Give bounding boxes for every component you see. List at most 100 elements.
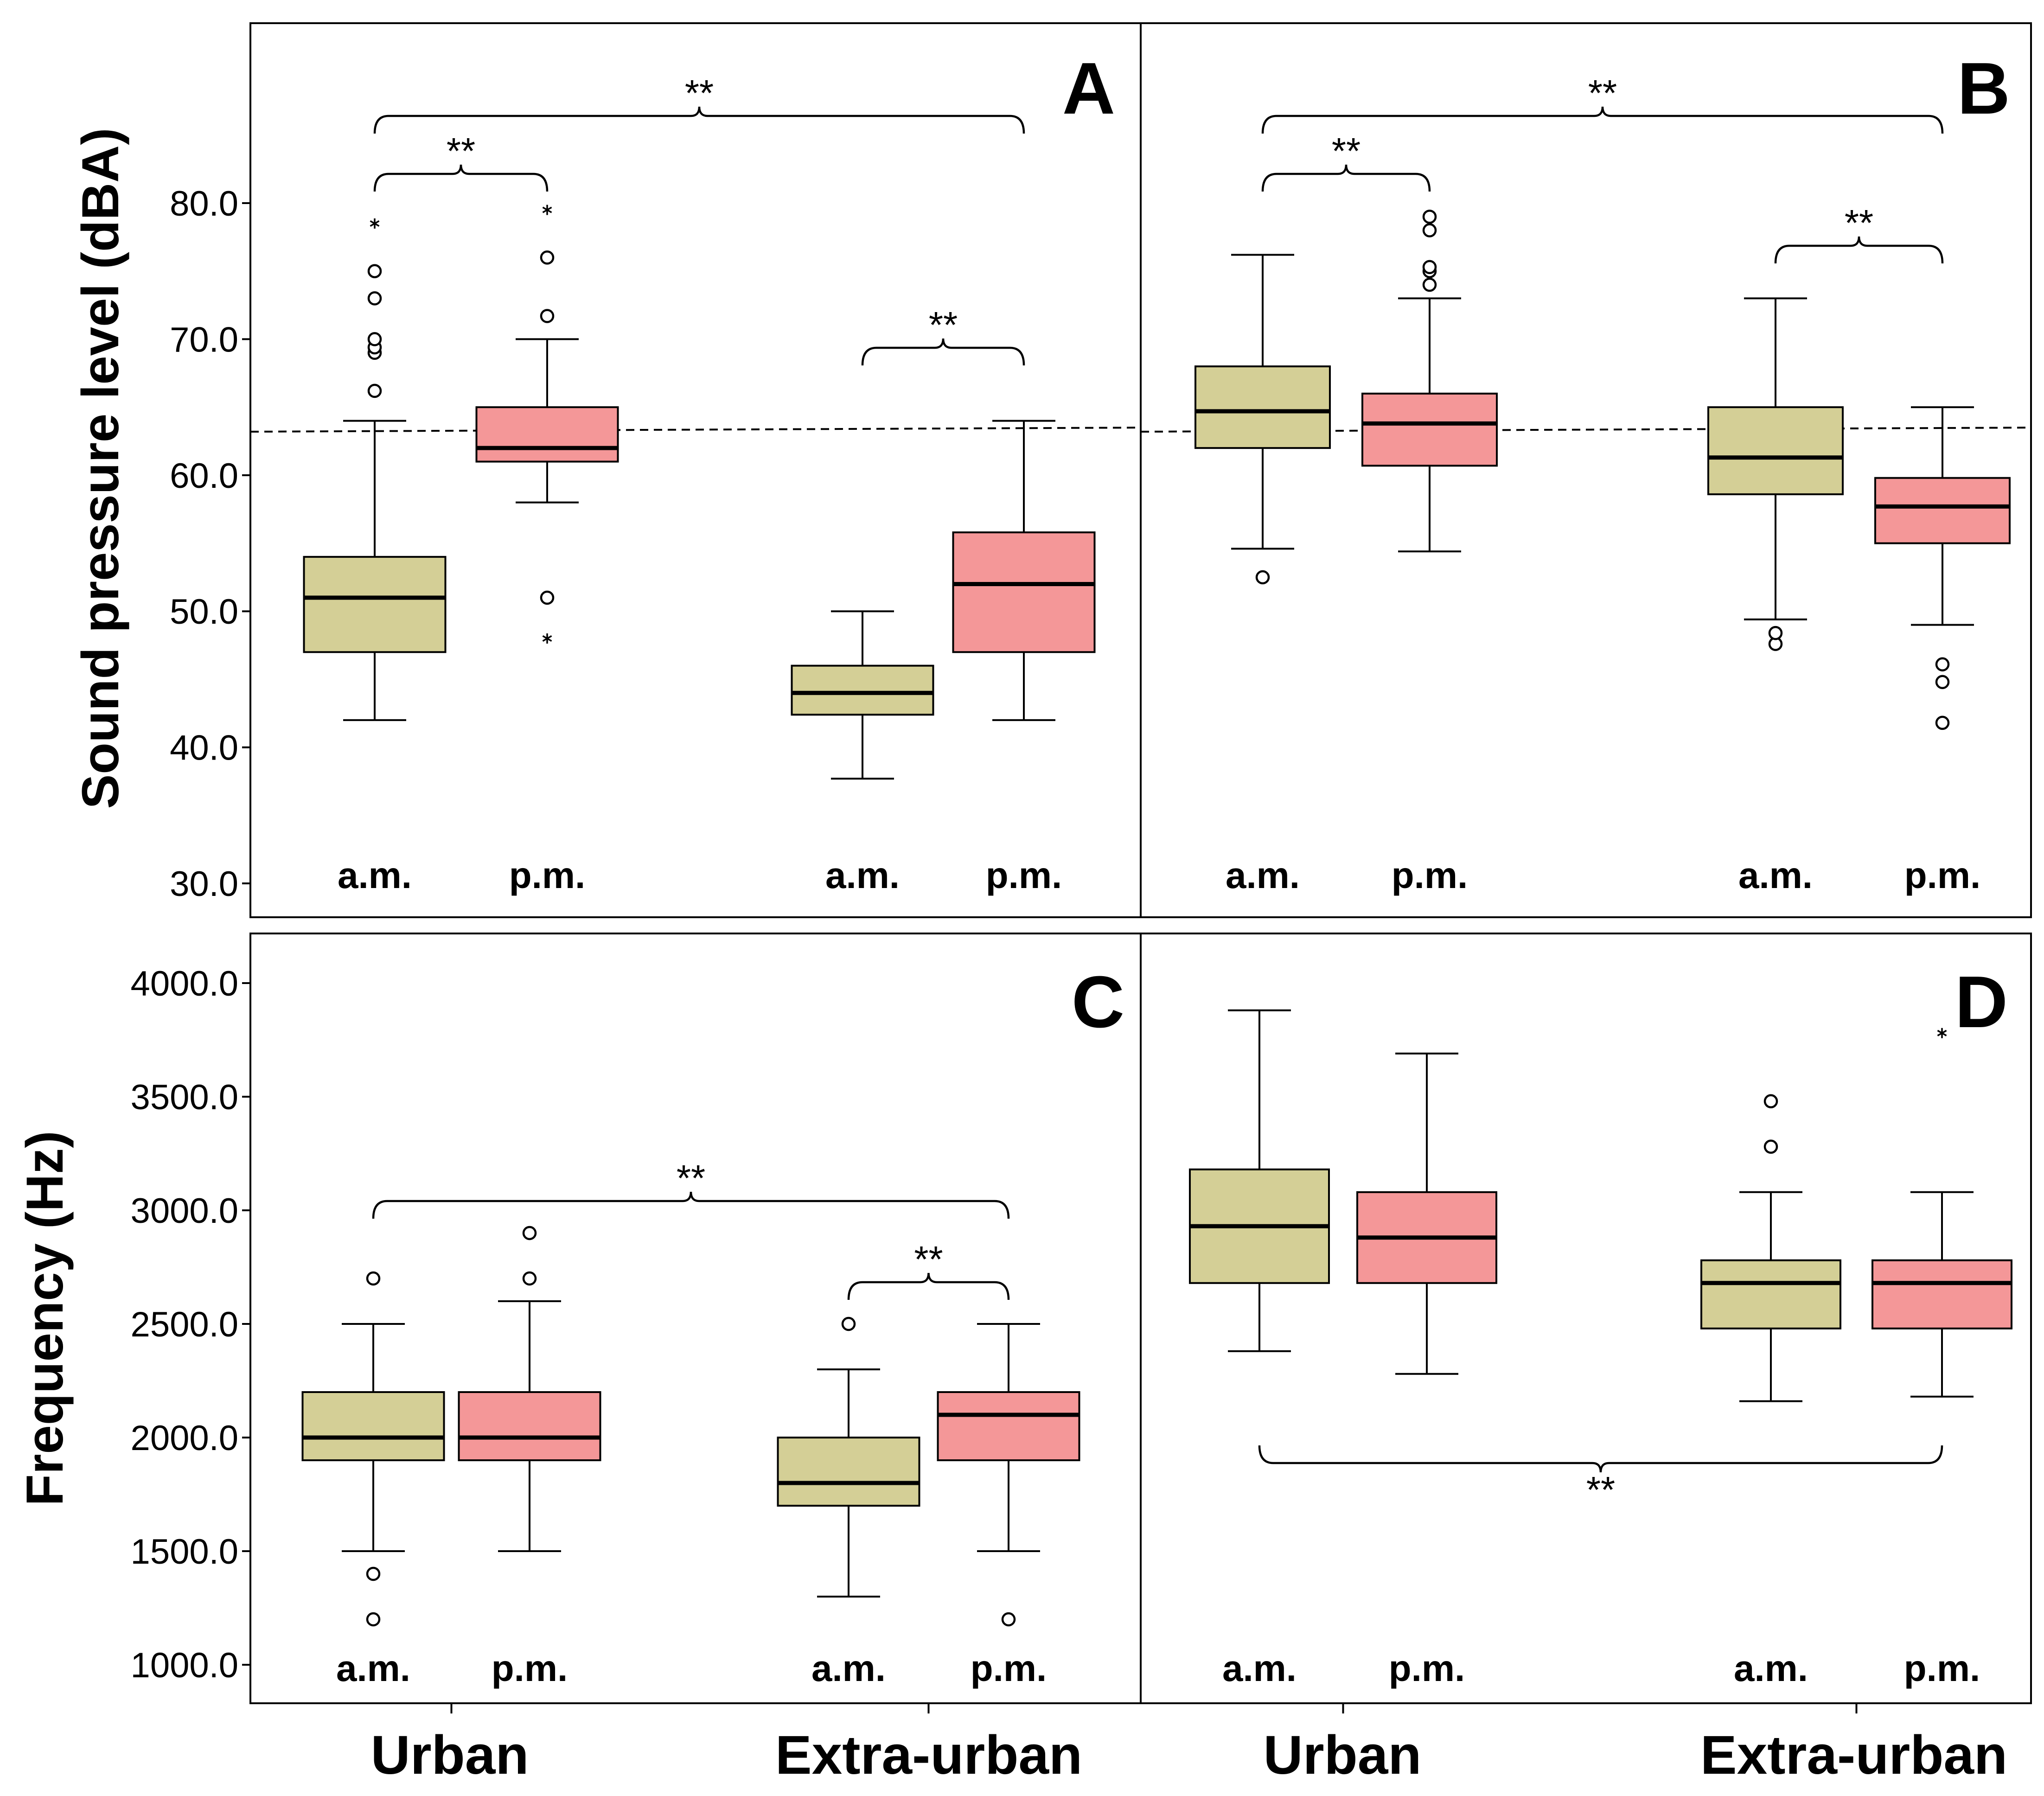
outlier-marker bbox=[366, 1566, 381, 1581]
outlier-marker bbox=[1001, 1612, 1016, 1627]
x-category-label-extra-urban: Extra-urban bbox=[775, 1725, 1082, 1786]
panel-a: 30.0 40.0 50.0 60.0 70.0 80.0 a.m. p.m. a.m. p.m.… bbox=[170, 72, 1141, 904]
period-label: p.m. bbox=[986, 855, 1062, 896]
iqr-box bbox=[791, 665, 934, 716]
significance-label: ** bbox=[447, 130, 475, 172]
outlier-marker bbox=[366, 1271, 381, 1286]
period-label: p.m. bbox=[1389, 1648, 1465, 1689]
panel-b: a.m. p.m. a.m. p.m. ** ** ** bbox=[1140, 72, 2031, 896]
bracket-line bbox=[1258, 1445, 1943, 1473]
outlier-marker bbox=[1935, 675, 1950, 690]
significance-bracket: ** bbox=[1261, 72, 1944, 134]
significance-bracket: ** bbox=[372, 1157, 1010, 1219]
outlier-marker bbox=[540, 309, 555, 323]
panel-a-frame bbox=[249, 22, 1142, 918]
panel-d: a.m. p.m. a.m. p.m. ** bbox=[1189, 1009, 2012, 1713]
y-axis-title-frequency: Frequency (Hz) bbox=[16, 1131, 74, 1506]
y-tick-label: 80.0 bbox=[170, 184, 238, 224]
extreme-outlier-marker bbox=[370, 220, 380, 227]
period-label: p.m. bbox=[971, 1648, 1047, 1689]
significance-bracket: ** bbox=[373, 130, 549, 192]
outlier-marker bbox=[366, 1612, 381, 1627]
y-tick-label: 2500.0 bbox=[131, 1305, 238, 1344]
y-tick-label: 1000.0 bbox=[131, 1646, 238, 1685]
period-label: a.m. bbox=[336, 1648, 410, 1689]
outlier-marker bbox=[522, 1271, 537, 1286]
period-label: p.m. bbox=[1904, 1648, 1980, 1689]
iqr-box bbox=[475, 406, 619, 463]
box-extra-urban-am: a.m. bbox=[777, 1317, 920, 1689]
period-label: p.m. bbox=[1392, 855, 1468, 896]
y-tick-label: 30.0 bbox=[170, 864, 238, 904]
significance-bracket: ** bbox=[847, 1239, 1010, 1300]
significance-bracket: ** bbox=[1774, 202, 1944, 264]
outlier-marker bbox=[540, 250, 555, 265]
outlier-marker bbox=[522, 1226, 537, 1240]
period-label: a.m. bbox=[1734, 1648, 1808, 1689]
panel-letter-d: D bbox=[1955, 961, 2008, 1043]
box-urban-pm: p.m. bbox=[1356, 1052, 1497, 1689]
period-label: a.m. bbox=[338, 855, 412, 896]
outlier-marker bbox=[1763, 1139, 1778, 1154]
reference-line bbox=[250, 427, 1141, 433]
panel-c: 1000.0 1500.0 2000.0 2500.0 3000.0 3500.0 4000… bbox=[131, 964, 1080, 1713]
iqr-box bbox=[1700, 1259, 1841, 1329]
y-tick-label: 3500.0 bbox=[131, 1078, 238, 1117]
x-category-label-urban: Urban bbox=[1264, 1725, 1422, 1786]
panel-d-frame bbox=[1140, 933, 2032, 1704]
bracket-line bbox=[847, 1272, 1010, 1300]
box-extra-urban-pm: p.m. bbox=[937, 1323, 1080, 1689]
panel-letter-b: B bbox=[1957, 48, 2010, 129]
box-extra-urban-am: a.m. bbox=[1707, 297, 1844, 896]
box-urban-am: a.m. bbox=[1189, 1009, 1330, 1689]
bracket-line bbox=[372, 1191, 1010, 1219]
significance-label: ** bbox=[1588, 72, 1617, 114]
box-extra-urban-am: a.m. bbox=[1700, 1094, 1841, 1689]
box-urban-pm: p.m. bbox=[475, 205, 619, 896]
iqr-box bbox=[1194, 365, 1331, 449]
outlier-marker bbox=[1422, 260, 1437, 275]
box-urban-pm: p.m. bbox=[458, 1226, 601, 1689]
outlier-marker bbox=[1763, 1094, 1778, 1109]
outlier-marker bbox=[1422, 223, 1437, 237]
outlier-marker bbox=[1255, 570, 1270, 585]
period-label: a.m. bbox=[1738, 855, 1813, 896]
box-urban-am: a.m. bbox=[303, 218, 447, 896]
iqr-box bbox=[1872, 1259, 2012, 1329]
bracket-line bbox=[1261, 106, 1944, 134]
period-label: a.m. bbox=[811, 1648, 886, 1689]
y-tick-label: 40.0 bbox=[170, 729, 238, 768]
period-label: a.m. bbox=[825, 855, 900, 896]
extreme-outlier-marker bbox=[542, 635, 552, 642]
box-extra-urban-pm: p.m. bbox=[1872, 1028, 2012, 1689]
outlier-marker bbox=[1422, 277, 1437, 292]
y-tick-label: 2000.0 bbox=[131, 1419, 238, 1458]
box-urban-pm: p.m. bbox=[1361, 210, 1498, 896]
y-tick-label: 4000.0 bbox=[131, 964, 238, 1003]
outlier-marker bbox=[1935, 657, 1950, 671]
iqr-box bbox=[952, 531, 1096, 653]
box-extra-urban-pm: p.m. bbox=[1874, 406, 2011, 896]
period-label: p.m. bbox=[1904, 855, 1980, 896]
outlier-marker bbox=[367, 383, 382, 398]
significance-label: ** bbox=[1845, 202, 1873, 243]
panel-letter-a: A bbox=[1062, 48, 1115, 129]
significance-label: ** bbox=[1332, 130, 1361, 172]
iqr-box bbox=[301, 1391, 445, 1461]
outlier-marker bbox=[1768, 626, 1783, 640]
significance-label: ** bbox=[1586, 1469, 1615, 1510]
significance-label: ** bbox=[914, 1239, 943, 1280]
bracket-line bbox=[1774, 236, 1944, 264]
outlier-marker bbox=[841, 1317, 856, 1331]
y-tick-label: 50.0 bbox=[170, 592, 238, 632]
panel-letter-c: C bbox=[1072, 961, 1124, 1043]
period-label: p.m. bbox=[492, 1648, 568, 1689]
box-urban-am: a.m. bbox=[301, 1271, 445, 1689]
y-tick-label: 60.0 bbox=[170, 456, 238, 496]
outlier-marker bbox=[1422, 210, 1437, 224]
bracket-line bbox=[373, 164, 549, 192]
extreme-outlier-marker bbox=[1937, 1029, 1947, 1036]
period-label: a.m. bbox=[1222, 1648, 1297, 1689]
box-extra-urban-pm: p.m. bbox=[952, 420, 1096, 896]
significance-label: ** bbox=[685, 72, 714, 114]
